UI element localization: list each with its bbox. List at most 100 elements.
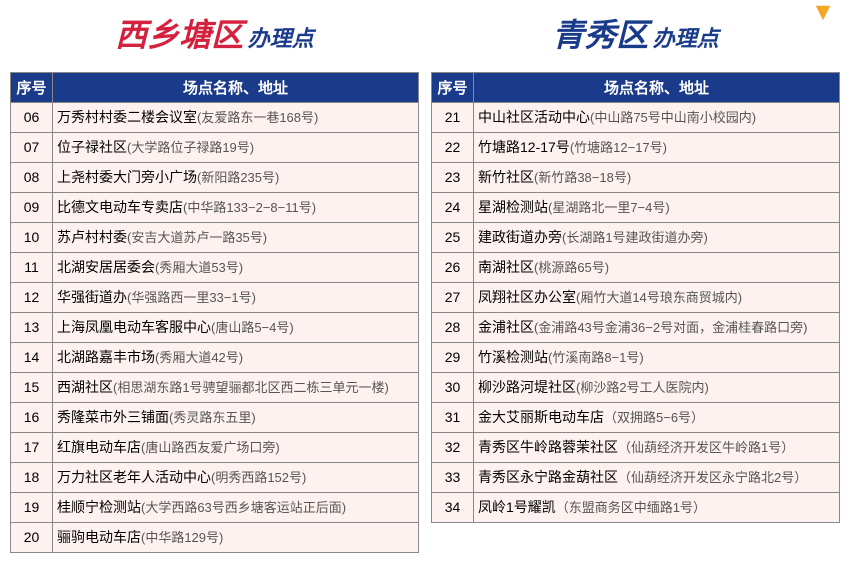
row-content: 青秀区永宁路金葫社区（仙葫经济开发区永宁路北2号） [474, 463, 840, 493]
site-name: 星湖检测站 [478, 199, 548, 215]
site-address: (友爱路东一巷168号) [197, 110, 318, 125]
left-heading: 西乡塘区 办理点 [10, 0, 419, 72]
col-header-num: 序号 [432, 73, 474, 103]
site-address: (中华路129号) [141, 530, 223, 545]
site-name: 秀隆菜市外三铺面 [57, 409, 169, 425]
row-number: 32 [432, 433, 474, 463]
row-number: 24 [432, 193, 474, 223]
site-name: 桂顺宁检测站 [57, 499, 141, 515]
row-content: 华强街道办(华强路西一里33−1号) [53, 283, 419, 313]
site-address: (唐山路西友爱广场口旁) [141, 440, 280, 455]
row-content: 苏卢村村委(安吉大道苏卢一路35号) [53, 223, 419, 253]
left-region-name: 西乡塘区 [115, 17, 243, 53]
site-name: 柳沙路河堤社区 [478, 379, 576, 395]
row-content: 上海凤凰电动车客服中心(唐山路5−4号) [53, 313, 419, 343]
row-content: 竹溪检测站(竹溪南路8−1号) [474, 343, 840, 373]
site-name: 南湖社区 [478, 259, 534, 275]
row-number: 15 [11, 373, 53, 403]
right-region-name: 青秀区 [552, 17, 648, 53]
site-name: 万力社区老年人活动中心 [57, 469, 211, 485]
row-number: 08 [11, 163, 53, 193]
site-name: 北湖安居居委会 [57, 259, 155, 275]
site-address: (华强路西一里33−1号) [127, 290, 256, 305]
row-number: 23 [432, 163, 474, 193]
table-row: 33青秀区永宁路金葫社区（仙葫经济开发区永宁路北2号） [432, 463, 840, 493]
row-number: 12 [11, 283, 53, 313]
row-content: 万秀村村委二楼会议室(友爱路东一巷168号) [53, 103, 419, 133]
table-row: 18万力社区老年人活动中心(明秀西路152号) [11, 463, 419, 493]
row-content: 金浦社区(金浦路43号金浦36−2号对面，金浦桂春路口旁) [474, 313, 840, 343]
site-name: 竹溪检测站 [478, 349, 548, 365]
left-suffix: 办理点 [248, 26, 314, 51]
row-number: 16 [11, 403, 53, 433]
row-number: 20 [11, 523, 53, 553]
site-name: 万秀村村委二楼会议室 [57, 109, 197, 125]
table-row: 27凤翔社区办公室(厢竹大道14号琅东商贸城内) [432, 283, 840, 313]
site-address: （东盟商务区中缅路1号） [556, 500, 706, 515]
row-number: 19 [11, 493, 53, 523]
site-name: 北湖路嘉丰市场 [57, 349, 155, 365]
site-name: 华强街道办 [57, 289, 127, 305]
table-row: 10苏卢村村委(安吉大道苏卢一路35号) [11, 223, 419, 253]
row-content: 凤岭1号耀凯（东盟商务区中缅路1号） [474, 493, 840, 523]
row-content: 万力社区老年人活动中心(明秀西路152号) [53, 463, 419, 493]
row-number: 11 [11, 253, 53, 283]
row-content: 星湖检测站(星湖路北一里7−4号) [474, 193, 840, 223]
row-number: 28 [432, 313, 474, 343]
table-row: 19桂顺宁检测站(大学西路63号西乡塘客运站正后面) [11, 493, 419, 523]
site-name: 上海凤凰电动车客服中心 [57, 319, 211, 335]
site-address: (桃源路65号) [534, 260, 609, 275]
row-content: 上尧村委大门旁小广场(新阳路235号) [53, 163, 419, 193]
row-content: 位子禄社区(大学路位子禄路19号) [53, 133, 419, 163]
site-address: (唐山路5−4号) [211, 320, 294, 335]
right-suffix: 办理点 [653, 26, 719, 51]
row-content: 中山社区活动中心(中山路75号中山南小校园内) [474, 103, 840, 133]
site-address: (新阳路235号) [197, 170, 279, 185]
row-number: 07 [11, 133, 53, 163]
site-address: (秀灵路东五里) [169, 410, 256, 425]
row-content: 新竹社区(新竹路38−18号) [474, 163, 840, 193]
site-name: 建政街道办旁 [478, 229, 562, 245]
table-row: 24星湖检测站(星湖路北一里7−4号) [432, 193, 840, 223]
row-number: 25 [432, 223, 474, 253]
site-name: 青秀区牛岭路蓉茉社区 [478, 439, 618, 455]
scroll-arrow-icon [812, 2, 834, 28]
right-heading: 青秀区 办理点 [431, 0, 840, 72]
site-address: (秀厢大道42号) [155, 350, 243, 365]
row-content: 竹塘路12-17号(竹塘路12−17号) [474, 133, 840, 163]
site-address: (柳沙路2号工人医院内) [576, 380, 709, 395]
row-content: 比德文电动车专卖店(中华路133−2−8−11号) [53, 193, 419, 223]
row-content: 北湖路嘉丰市场(秀厢大道42号) [53, 343, 419, 373]
site-address: (竹塘路12−17号) [570, 140, 667, 155]
row-number: 09 [11, 193, 53, 223]
table-row: 07位子禄社区(大学路位子禄路19号) [11, 133, 419, 163]
table-row: 09比德文电动车专卖店(中华路133−2−8−11号) [11, 193, 419, 223]
site-name: 骊驹电动车店 [57, 529, 141, 545]
site-address: (长湖路1号建政街道办旁) [562, 230, 708, 245]
table-row: 29竹溪检测站(竹溪南路8−1号) [432, 343, 840, 373]
site-name: 新竹社区 [478, 169, 534, 185]
site-address: (大学路位子禄路19号) [127, 140, 254, 155]
table-row: 14北湖路嘉丰市场(秀厢大道42号) [11, 343, 419, 373]
site-name: 凤翔社区办公室 [478, 289, 576, 305]
site-address: （仙葫经济开发区牛岭路1号） [618, 440, 794, 455]
site-address: (星湖路北一里7−4号) [548, 200, 670, 215]
site-address: (厢竹大道14号琅东商贸城内) [576, 290, 742, 305]
table-row: 31金大艾丽斯电动车店（双拥路5−6号） [432, 403, 840, 433]
right-table: 序号 场点名称、地址 21中山社区活动中心(中山路75号中山南小校园内)22竹塘… [431, 72, 840, 523]
row-content: 西湖社区(相思湖东路1号骋望骊都北区西二栋三单元一楼) [53, 373, 419, 403]
row-content: 柳沙路河堤社区(柳沙路2号工人医院内) [474, 373, 840, 403]
site-name: 红旗电动车店 [57, 439, 141, 455]
table-row: 20骊驹电动车店(中华路129号) [11, 523, 419, 553]
left-section: 西乡塘区 办理点 序号 场点名称、地址 06万秀村村委二楼会议室(友爱路东一巷1… [10, 0, 419, 553]
site-name: 上尧村委大门旁小广场 [57, 169, 197, 185]
site-name: 西湖社区 [57, 379, 113, 395]
row-content: 凤翔社区办公室(厢竹大道14号琅东商贸城内) [474, 283, 840, 313]
site-name: 中山社区活动中心 [478, 109, 590, 125]
row-content: 秀隆菜市外三铺面(秀灵路东五里) [53, 403, 419, 433]
row-number: 33 [432, 463, 474, 493]
table-row: 13上海凤凰电动车客服中心(唐山路5−4号) [11, 313, 419, 343]
row-number: 31 [432, 403, 474, 433]
row-number: 17 [11, 433, 53, 463]
col-header-num: 序号 [11, 73, 53, 103]
